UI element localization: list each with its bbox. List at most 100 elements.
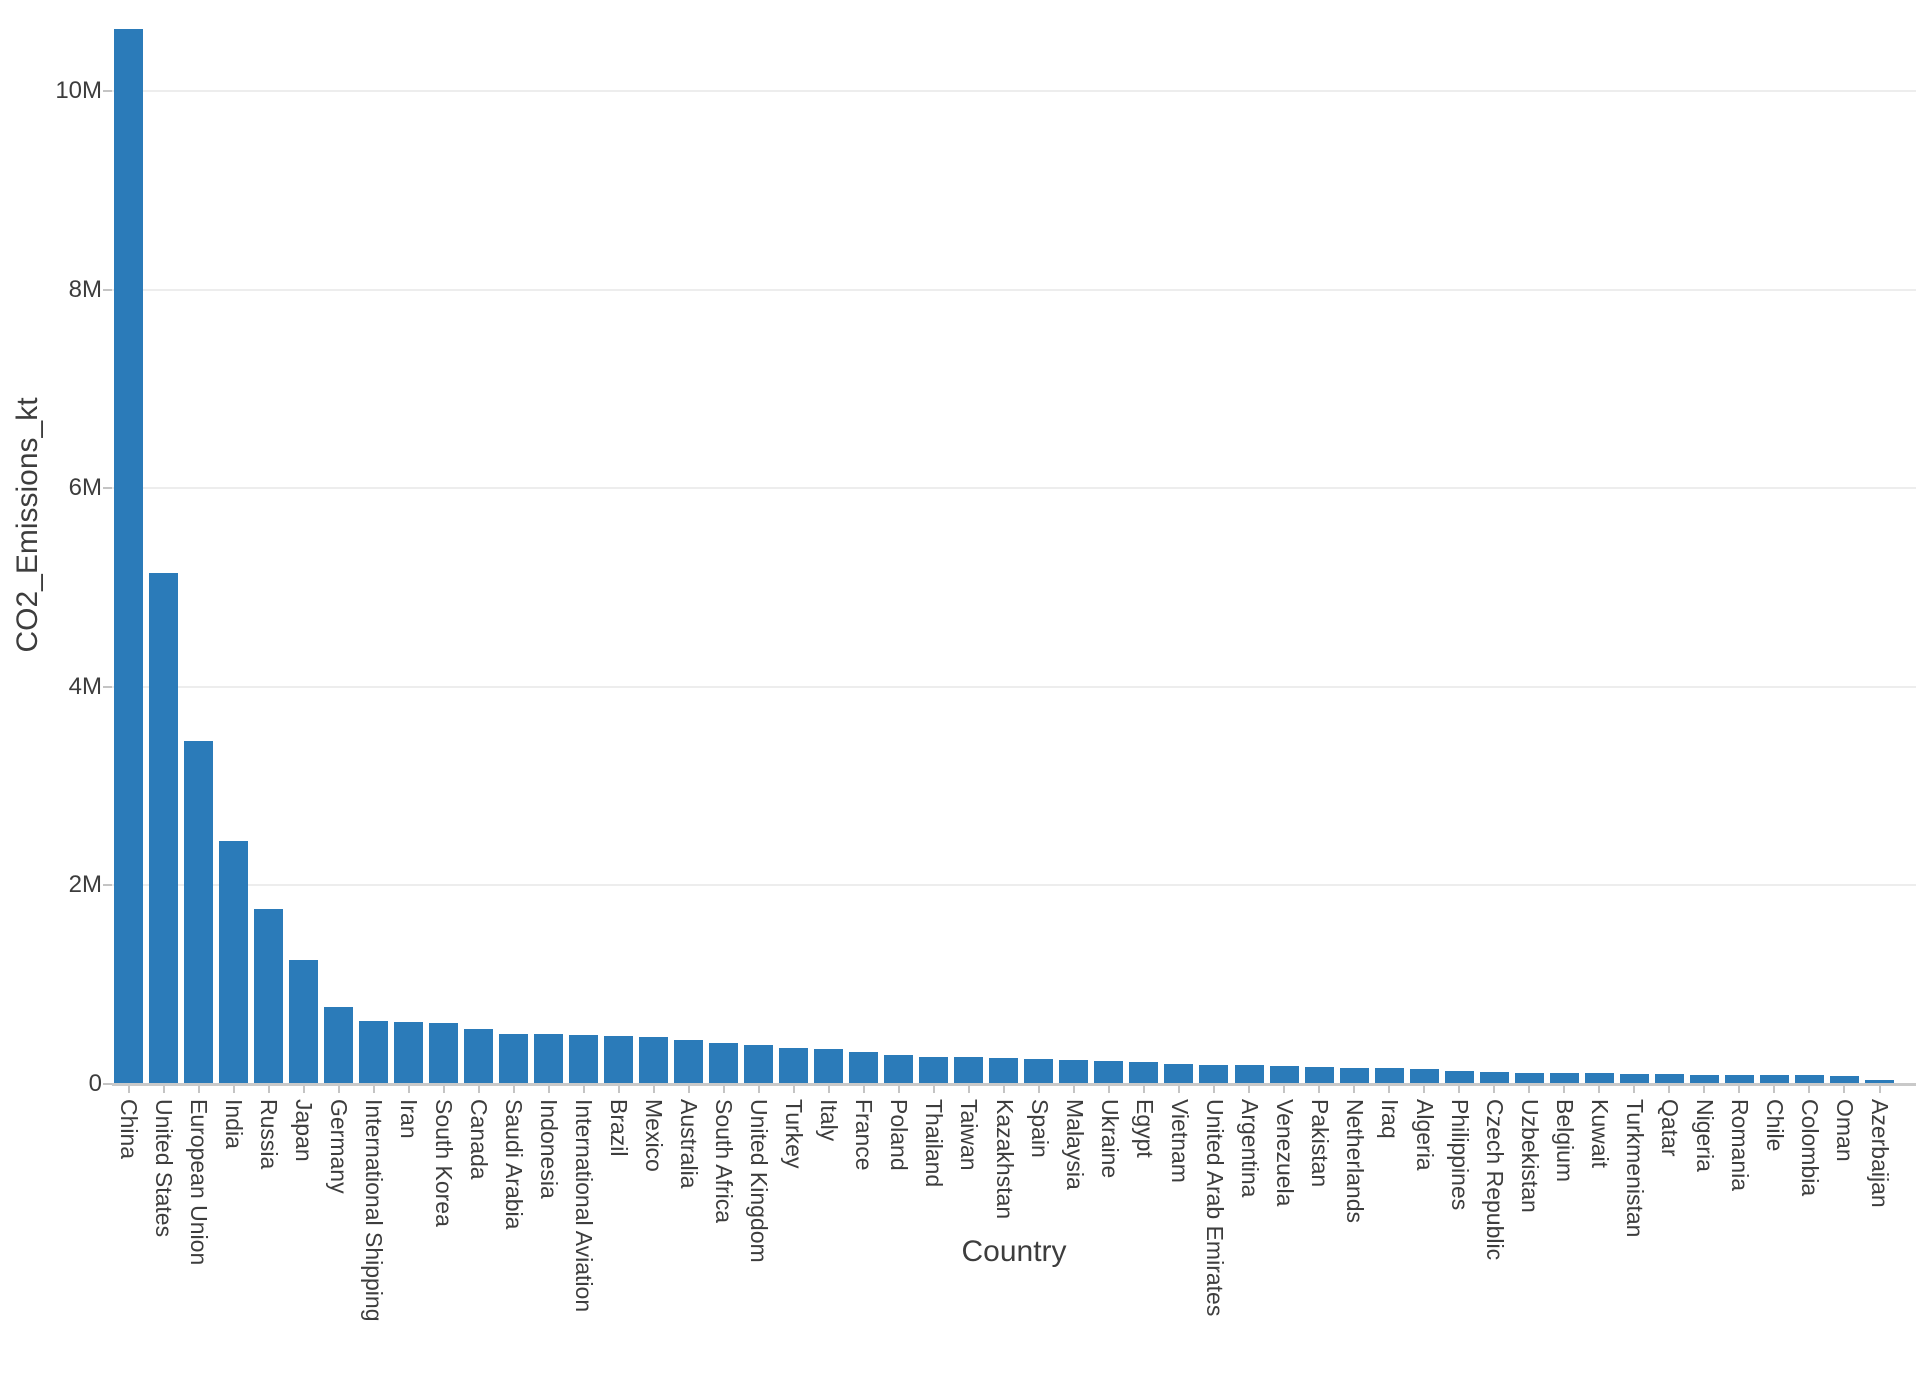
x-tick-mark	[372, 1086, 375, 1093]
x-tick-mark	[1353, 1086, 1356, 1093]
x-axis-line	[112, 1083, 1916, 1086]
bar	[1654, 1074, 1684, 1084]
x-tick-mark	[1143, 1086, 1146, 1093]
bar	[1759, 1075, 1789, 1084]
x-tick-label: Poland	[886, 1099, 913, 1171]
x-tick-label: Nigeria	[1691, 1099, 1718, 1172]
bar	[394, 1022, 424, 1084]
x-tick-mark	[232, 1086, 235, 1093]
x-tick-mark	[1633, 1086, 1636, 1093]
x-tick-mark	[1248, 1086, 1251, 1093]
x-tick-mark	[1598, 1086, 1601, 1093]
bar	[1199, 1064, 1229, 1084]
bar	[324, 1007, 354, 1084]
x-tick-label: China	[116, 1099, 142, 1160]
x-tick-mark	[512, 1086, 515, 1093]
x-tick-label: Kuwait	[1586, 1099, 1613, 1169]
x-tick-label: United States	[151, 1099, 178, 1238]
bar	[1234, 1064, 1264, 1084]
x-tick-label: Vietnam	[1166, 1099, 1193, 1183]
bar	[219, 841, 249, 1084]
x-tick-label: Romania	[1726, 1099, 1753, 1192]
x-tick-mark	[442, 1086, 445, 1093]
y-tick-mark	[103, 90, 112, 93]
x-tick-label: Taiwan	[956, 1099, 983, 1171]
x-tick-label: Egypt	[1131, 1099, 1158, 1158]
x-tick-mark	[1108, 1086, 1111, 1093]
bar	[359, 1020, 389, 1084]
bar	[1829, 1076, 1859, 1084]
bar	[1374, 1068, 1404, 1084]
bar	[1409, 1069, 1439, 1084]
bar	[1269, 1065, 1299, 1084]
y-tick-mark	[103, 1083, 112, 1085]
x-tick-label: Saudi Arabia	[501, 1099, 528, 1230]
bar	[149, 572, 179, 1084]
x-tick-mark	[722, 1086, 725, 1093]
x-tick-label: India	[221, 1099, 248, 1149]
x-tick-mark	[267, 1086, 270, 1093]
bar	[1514, 1072, 1544, 1084]
bar	[1024, 1058, 1054, 1084]
x-tick-label: Indonesia	[536, 1099, 563, 1199]
x-tick-label: Thailand	[921, 1099, 948, 1188]
x-tick-mark	[792, 1086, 795, 1093]
gridline	[112, 487, 1916, 490]
bar	[1584, 1073, 1614, 1084]
x-tick-mark	[1808, 1086, 1811, 1093]
x-tick-mark	[1738, 1086, 1741, 1093]
bar	[779, 1048, 809, 1084]
bar	[1444, 1071, 1474, 1084]
x-tick-label: Venezuela	[1271, 1099, 1298, 1207]
x-tick-mark	[162, 1086, 165, 1093]
y-tick-mark	[103, 884, 112, 887]
x-tick-mark	[1318, 1086, 1321, 1093]
bar	[674, 1040, 704, 1084]
bar	[254, 909, 284, 1084]
x-tick-mark	[757, 1086, 760, 1093]
bar	[989, 1058, 1019, 1084]
x-tick-mark	[1283, 1086, 1286, 1093]
x-tick-label: Iraq	[1376, 1099, 1403, 1139]
bar	[464, 1028, 494, 1084]
bar	[429, 1023, 459, 1084]
bar	[604, 1035, 634, 1084]
bar	[1304, 1066, 1334, 1084]
y-tick-label: 8M	[68, 275, 102, 303]
x-tick-label: France	[851, 1099, 878, 1171]
x-tick-mark	[1668, 1086, 1671, 1093]
bar	[1479, 1072, 1509, 1084]
x-tick-mark	[1213, 1086, 1216, 1093]
bar	[289, 960, 319, 1084]
x-tick-label: Argentina	[1236, 1099, 1263, 1198]
x-tick-label: Brazil	[606, 1099, 633, 1157]
x-tick-label: Germany	[326, 1099, 353, 1194]
x-tick-mark	[687, 1086, 690, 1093]
bar	[1339, 1067, 1369, 1084]
bar	[709, 1042, 739, 1084]
x-tick-label: Qatar	[1656, 1099, 1683, 1157]
gridline	[112, 685, 1916, 688]
bar	[1689, 1074, 1719, 1084]
gridline	[112, 884, 1916, 887]
y-tick-label: 0	[88, 1070, 102, 1097]
x-tick-mark	[1038, 1086, 1041, 1093]
bar	[1549, 1072, 1579, 1084]
x-tick-label: Pakistan	[1306, 1099, 1333, 1188]
x-tick-mark	[1003, 1086, 1005, 1093]
x-tick-label: United Arab Emirates	[1201, 1099, 1228, 1317]
x-tick-label: International Aviation	[571, 1099, 598, 1313]
x-tick-label: Japan	[291, 1099, 318, 1162]
x-tick-mark	[477, 1086, 480, 1093]
x-tick-mark	[1563, 1086, 1566, 1093]
x-tick-label: Belgium	[1551, 1099, 1578, 1183]
x-tick-mark	[582, 1086, 585, 1093]
x-tick-mark	[407, 1086, 410, 1093]
x-tick-mark	[1878, 1086, 1881, 1093]
bar	[1059, 1059, 1089, 1084]
x-tick-label: Ukraine	[1096, 1099, 1123, 1179]
bar	[1164, 1064, 1194, 1084]
x-tick-label: Colombia	[1796, 1099, 1823, 1197]
x-tick-label: Malaysia	[1061, 1099, 1088, 1190]
